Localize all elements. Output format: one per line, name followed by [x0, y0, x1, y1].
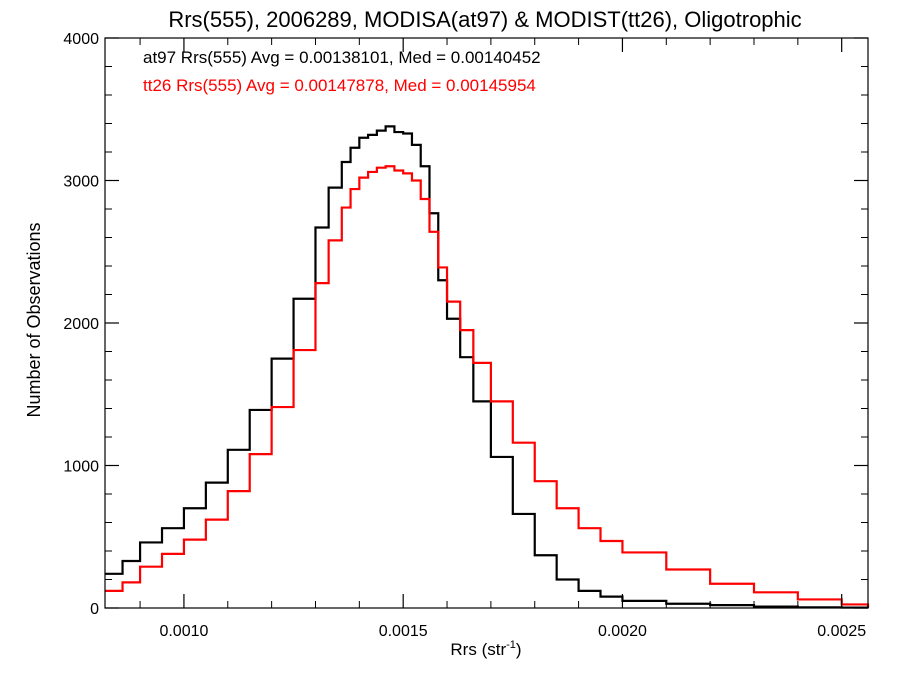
- axis-layer: 0.0010 0.0015 0.0020 0.0025 0 1000 2000 3000 400…: [63, 31, 868, 640]
- y-tick-label: 1000: [63, 459, 99, 476]
- series-line-0: [105, 125, 870, 609]
- y-tick-label: 3000: [63, 174, 99, 191]
- plot-frame: [104, 37, 869, 609]
- chart-title: Rrs(555), 2006289, MODISA(at97) & MODIST…: [168, 7, 801, 32]
- x-axis-label-close: ): [516, 640, 522, 659]
- x-axis-label-main: Rrs (str: [450, 640, 506, 659]
- series-layer: [105, 125, 870, 609]
- x-tick-label: 0.0015: [379, 623, 428, 640]
- y-tick-label: 2000: [63, 316, 99, 333]
- legend-annotation-black: at97 Rrs(555) Avg = 0.00138101, Med = 0.…: [143, 48, 541, 67]
- x-axis-label: Rrs (str-1): [450, 639, 521, 659]
- y-axis-label: Number of Observations: [24, 222, 44, 417]
- x-tick-label: 0.0025: [817, 623, 866, 640]
- legend-annotation-red: tt26 Rrs(555) Avg = 0.00147878, Med = 0.…: [143, 76, 536, 95]
- x-tick-label: 0.0020: [598, 623, 647, 640]
- y-tick-label: 0: [90, 601, 99, 618]
- x-axis-label-superscript: -1: [506, 639, 516, 651]
- y-tick-label: 4000: [63, 31, 99, 48]
- x-tick-label: 0.0010: [159, 623, 208, 640]
- series-line-1: [105, 165, 870, 607]
